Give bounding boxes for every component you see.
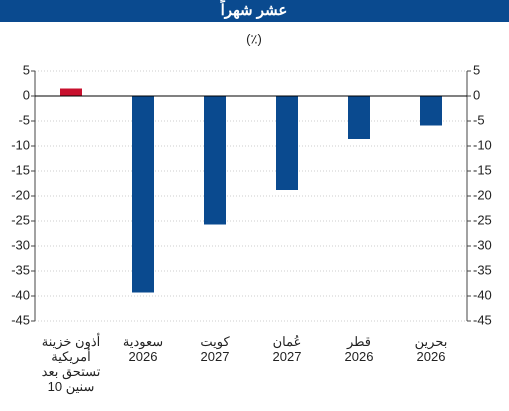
- bar: [132, 96, 154, 293]
- y-tick-label: -45: [11, 312, 30, 327]
- x-tick-label: بحرين 2026: [415, 334, 448, 364]
- x-tick-label: أذون خزينة أمريكية تستحق بعد 10 سنين: [42, 333, 101, 395]
- y-tick-label: -20: [11, 187, 30, 202]
- y2-tick-label: -40: [473, 287, 492, 302]
- y2-tick-label: -15: [473, 162, 492, 177]
- x-tick-label: قطر 2026: [345, 334, 374, 364]
- y-tick-label: -5: [18, 112, 30, 127]
- bar: [276, 96, 298, 190]
- y2-tick-label: -25: [473, 212, 492, 227]
- bar: [60, 88, 82, 96]
- x-tick-label: عُمان 2027: [273, 334, 302, 364]
- x-tick-label: سعودية 2026: [123, 334, 163, 364]
- y2-tick-label: 0: [473, 87, 480, 102]
- bar: [348, 96, 370, 139]
- y-tick-label: -10: [11, 137, 30, 152]
- y2-tick-label: -20: [473, 187, 492, 202]
- y2-tick-label: -5: [473, 112, 485, 127]
- y-tick-label: 5: [23, 62, 30, 77]
- y-tick-label: -15: [11, 162, 30, 177]
- chart-title: عشر شهراً: [220, 0, 287, 19]
- y-tick-label: 0: [23, 87, 30, 102]
- bar: [204, 96, 226, 225]
- title-banner: [0, 0, 509, 22]
- chart-subtitle: (٪): [246, 31, 262, 46]
- x-tick-label: كويت 2027: [200, 334, 230, 364]
- y-tick-label: -40: [11, 287, 30, 302]
- y2-tick-label: -35: [473, 262, 492, 277]
- y2-tick-label: 5: [473, 62, 480, 77]
- y-tick-label: -25: [11, 212, 30, 227]
- y2-tick-label: -45: [473, 312, 492, 327]
- y2-tick-label: -30: [473, 237, 492, 252]
- bar: [420, 96, 442, 126]
- y-tick-label: -30: [11, 237, 30, 252]
- y2-tick-label: -10: [473, 137, 492, 152]
- y-tick-label: -35: [11, 262, 30, 277]
